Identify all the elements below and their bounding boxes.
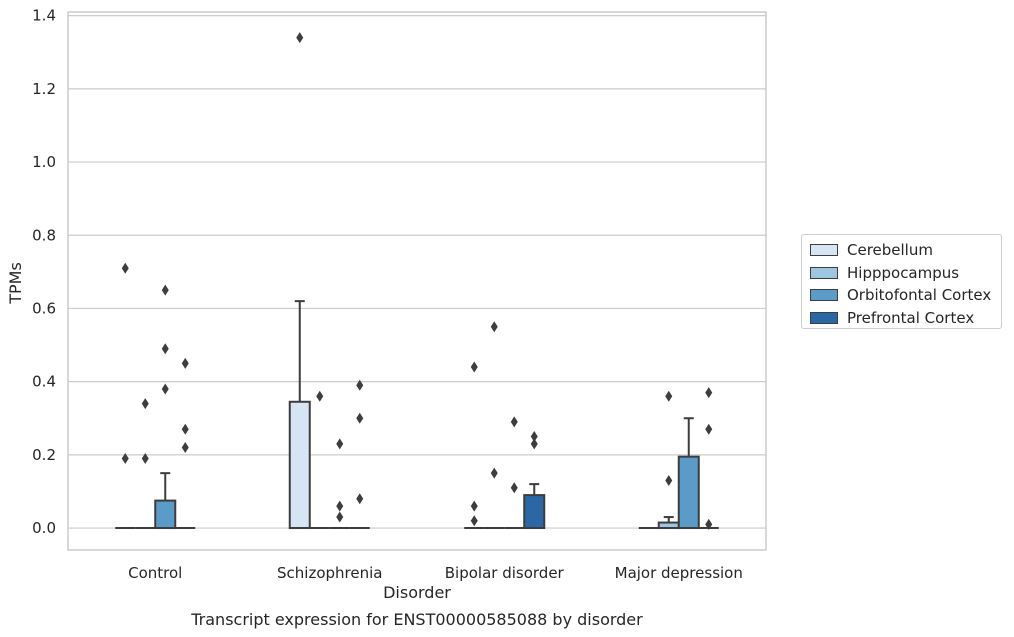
x-tick-label: Control xyxy=(128,564,182,582)
outlier-point xyxy=(161,284,169,296)
outlier-point xyxy=(161,343,169,355)
box xyxy=(677,455,700,530)
outlier-point xyxy=(336,438,344,450)
y-tick-label: 0.8 xyxy=(32,226,56,244)
outlier-point xyxy=(356,379,364,391)
y-tick-label: 1.0 xyxy=(32,153,56,171)
legend-swatch xyxy=(810,311,838,324)
chart-caption: Transcript expression for ENST0000058508… xyxy=(190,610,643,629)
outlier-point xyxy=(470,361,478,373)
outlier-point xyxy=(121,453,129,465)
box xyxy=(154,499,177,530)
y-tick-label: 1.2 xyxy=(32,80,56,98)
outlier-point xyxy=(705,423,713,435)
outlier-point xyxy=(510,416,518,428)
legend-label: Hipppocampus xyxy=(847,263,960,282)
legend-item: Prefrontal Cortex xyxy=(810,307,993,330)
outlier-point xyxy=(490,321,498,333)
box xyxy=(288,400,311,530)
outlier-point xyxy=(510,482,518,494)
outlier-point xyxy=(356,412,364,424)
outlier-point xyxy=(316,390,324,402)
y-tick-label: 0.0 xyxy=(32,519,56,537)
outlier-point xyxy=(356,493,364,505)
outlier-point xyxy=(530,438,538,450)
outlier-point xyxy=(665,390,673,402)
y-tick-label: 0.4 xyxy=(32,373,56,391)
legend-item: Orbitofontal Cortex xyxy=(810,284,993,307)
outlier-point xyxy=(141,398,149,410)
outlier-point xyxy=(296,32,304,44)
outlier-point xyxy=(665,474,673,486)
box xyxy=(523,494,546,530)
outlier-point xyxy=(336,511,344,523)
legend-swatch xyxy=(810,289,838,302)
outlier-point xyxy=(470,515,478,527)
x-axis-ticks: Control Schizophrenia Bipolar disorder Majo… xyxy=(128,564,743,582)
outlier-point xyxy=(705,518,713,530)
legend: Cerebellum Hipppocampus Orbitofontal Corte… xyxy=(801,234,1002,329)
x-tick-label: Schizophrenia xyxy=(277,564,382,582)
x-axis-label: Disorder xyxy=(383,583,451,602)
y-axis-label: TPMs xyxy=(6,262,25,305)
legend-item: Hipppocampus xyxy=(810,262,993,285)
legend-label: Cerebellum xyxy=(847,241,933,260)
x-tick-label: Bipolar disorder xyxy=(445,564,565,582)
plot-area xyxy=(67,11,767,551)
legend-label: Prefrontal Cortex xyxy=(847,308,975,327)
legend-swatch xyxy=(810,244,838,257)
outlier-point xyxy=(141,453,149,465)
outlier-point xyxy=(336,500,344,512)
outlier-point xyxy=(181,423,189,435)
outlier-point xyxy=(181,442,189,454)
box-plot-marks xyxy=(115,32,719,530)
gridlines xyxy=(68,15,766,529)
legend-item: Cerebellum xyxy=(810,239,993,262)
outlier-point xyxy=(470,500,478,512)
legend-swatch xyxy=(810,266,838,279)
outlier-point xyxy=(705,387,713,399)
y-tick-label: 0.6 xyxy=(32,299,56,317)
outlier-point xyxy=(490,467,498,479)
legend-label: Orbitofontal Cortex xyxy=(847,286,992,305)
x-tick-label: Major depression xyxy=(615,564,743,582)
y-axis-ticks: 0.0 0.2 0.4 0.6 0.8 1.0 1.2 1.4 xyxy=(32,7,56,537)
y-tick-label: 1.4 xyxy=(32,7,56,25)
outlier-point xyxy=(161,383,169,395)
outlier-point xyxy=(121,262,129,274)
outlier-point xyxy=(181,357,189,369)
outlier-point xyxy=(530,431,538,443)
y-tick-label: 0.2 xyxy=(32,446,56,464)
